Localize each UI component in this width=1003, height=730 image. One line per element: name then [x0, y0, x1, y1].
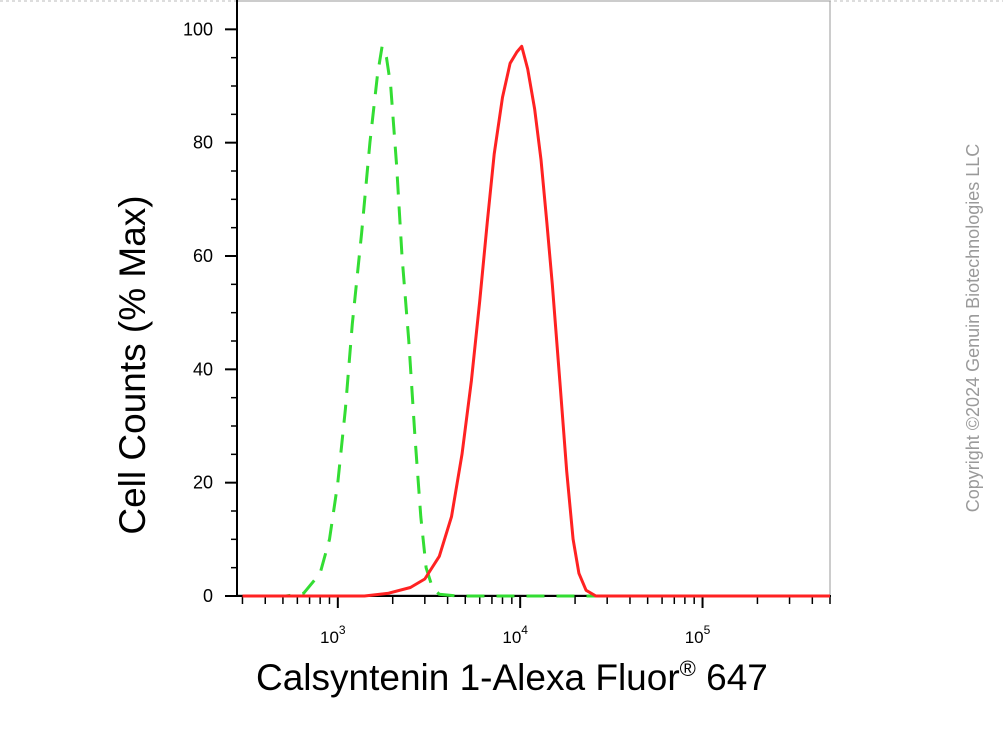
y-tick-label: 20: [193, 473, 213, 493]
copyright-watermark: Copyright ©2024 Genuin Biotechnologies L…: [963, 144, 983, 513]
y-tick-label: 80: [193, 133, 213, 153]
x-tick-label: 104: [502, 623, 528, 647]
x-axis-label: Calsyntenin 1-Alexa Fluor® 647: [256, 656, 768, 698]
y-tick-label: 100: [183, 19, 213, 39]
y-tick-label: 0: [203, 586, 213, 606]
x-axis-label-registered: ®: [680, 656, 696, 681]
isotype-control-curve: [242, 44, 830, 598]
series-layer: [242, 44, 830, 598]
x-axis-label-suffix: 647: [696, 657, 768, 698]
sample-curve: [242, 44, 830, 598]
plot-frame: [236, 0, 831, 596]
x-ticks: 103 104 105: [241, 596, 831, 647]
x-tick-label: 105: [685, 623, 711, 647]
y-ticks: 0 20 40 60 80 100: [183, 19, 237, 606]
y-tick-label: 40: [193, 359, 213, 379]
x-axis-label-main: Calsyntenin 1-Alexa Fluor: [256, 657, 680, 698]
y-axis-label: Cell Counts (% Max): [112, 195, 153, 534]
y-tick-label: 60: [193, 246, 213, 266]
x-tick-label: 103: [320, 623, 346, 647]
